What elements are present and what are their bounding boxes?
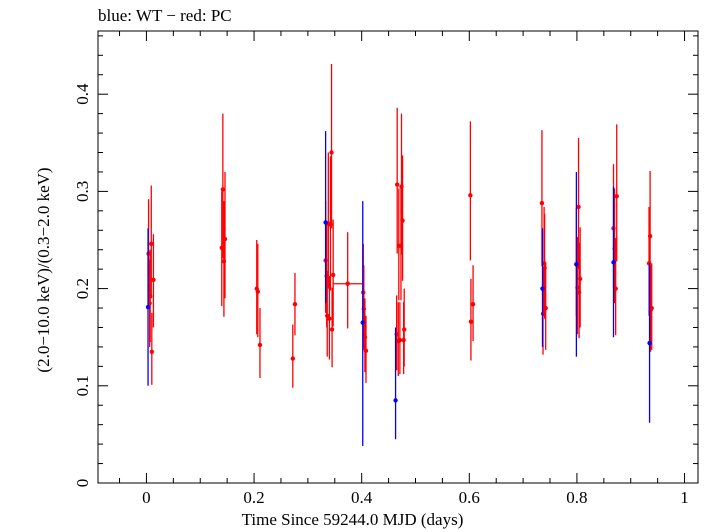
y-tick-label: 0.1 [73, 375, 92, 396]
data-point [574, 262, 579, 267]
x-axis-label: Time Since 59244.0 MJD (days) [241, 510, 464, 529]
data-point [468, 193, 473, 198]
x-tick-label: 0 [142, 488, 151, 507]
data-point [363, 348, 369, 354]
chart-title: blue: WT − red: PC [98, 6, 232, 25]
data-point [614, 194, 619, 199]
data-point [470, 301, 476, 307]
data-point [540, 286, 545, 291]
axes: 0 0.2 0.4 0.6 0.8 1 0 0.1 0.2 0.3 0.4 [73, 31, 698, 507]
data-point [290, 356, 295, 361]
x-tick-label: 1 [680, 488, 689, 507]
data-point [292, 301, 298, 307]
x-tick-label: 0.6 [459, 488, 480, 507]
data-point [345, 281, 350, 286]
data-point [647, 340, 652, 346]
data-point [611, 260, 616, 265]
y-tick-label: 0.3 [73, 181, 92, 202]
data-point [393, 398, 398, 403]
data-point [539, 200, 545, 206]
data-point [468, 319, 474, 324]
data-point [401, 327, 407, 332]
data-point [577, 276, 583, 282]
data-point [647, 233, 653, 239]
y-axis-label: (2.0−10.0 keV)/(0.3−2.0 keV) [34, 167, 53, 373]
data-point [400, 218, 405, 223]
data-point [649, 305, 654, 311]
data-point [257, 342, 263, 348]
data-point [151, 277, 156, 283]
data-point [220, 187, 226, 192]
data-point [222, 236, 228, 242]
data-marks [145, 64, 654, 447]
data-point [330, 272, 336, 278]
data-point [327, 316, 332, 321]
y-tick-label: 0.4 [73, 83, 92, 105]
data-point [543, 305, 548, 311]
data-point [360, 320, 365, 325]
x-tick-label: 0.2 [243, 488, 264, 507]
data-point [145, 304, 151, 310]
data-point [329, 150, 334, 155]
data-point [397, 337, 403, 343]
plot-frame [97, 30, 699, 484]
data-point [576, 204, 581, 210]
data-point [149, 241, 154, 247]
data-point [329, 327, 335, 332]
x-tick-label: 0.4 [351, 488, 373, 507]
x-tick-label: 0.8 [566, 488, 587, 507]
data-point [323, 220, 328, 225]
data-point [613, 286, 618, 291]
y-tick-label: 0 [73, 479, 92, 488]
data-point [149, 349, 155, 354]
data-point [394, 182, 400, 187]
data-point [255, 289, 261, 294]
y-tick-label: 0.2 [73, 278, 92, 299]
